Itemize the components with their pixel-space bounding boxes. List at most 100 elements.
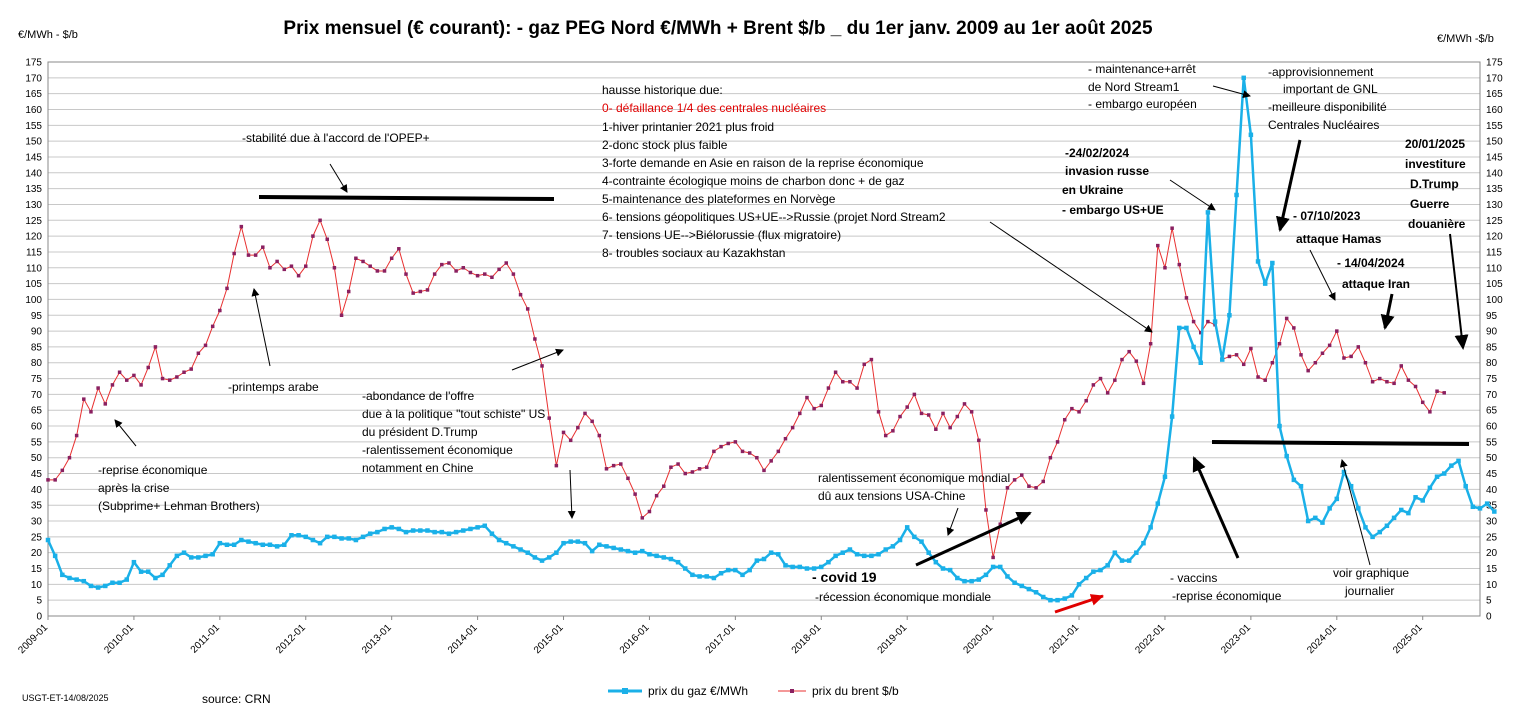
data-point xyxy=(224,542,230,548)
data-point xyxy=(1263,378,1267,382)
legend-item-brent: prix du brent $/b xyxy=(778,684,899,698)
data-point xyxy=(346,289,351,294)
data-point xyxy=(1299,353,1303,357)
y-tick-label-left: 165 xyxy=(25,89,42,100)
data-point xyxy=(1034,486,1038,490)
ann-trump-2: investiture xyxy=(1405,157,1466,171)
data-point xyxy=(1391,515,1397,521)
data-point xyxy=(754,558,760,563)
data-point xyxy=(468,270,473,275)
y-tick-label-left: 115 xyxy=(26,247,42,258)
x-tick-label: 2023-01 xyxy=(1219,622,1253,656)
data-point xyxy=(554,550,559,555)
y-tick-label-right: 50 xyxy=(1486,453,1498,464)
y-tick-label-right: 120 xyxy=(1486,232,1503,243)
data-point xyxy=(1177,325,1182,331)
y-tick-label-right: 5 xyxy=(1486,596,1492,607)
data-point xyxy=(1270,360,1275,365)
data-point xyxy=(819,564,824,570)
data-point xyxy=(1076,582,1082,587)
data-point xyxy=(160,376,165,381)
data-point xyxy=(1392,381,1396,386)
arrow-hausse xyxy=(989,221,1153,333)
arrow-hamas xyxy=(1309,249,1336,301)
data-point xyxy=(841,379,845,384)
data-point xyxy=(1212,319,1218,324)
data-point xyxy=(175,375,179,379)
data-point xyxy=(590,419,594,424)
data-point xyxy=(145,569,151,574)
data-point xyxy=(1105,391,1110,395)
data-point xyxy=(203,553,208,559)
data-point xyxy=(82,397,86,401)
data-point xyxy=(282,542,287,548)
arrow-invasion xyxy=(1169,179,1216,211)
data-point xyxy=(1191,344,1196,350)
y-tick-label-left: 40 xyxy=(31,485,43,496)
data-point xyxy=(239,537,244,543)
data-point xyxy=(1356,506,1361,511)
legend-brent-marker xyxy=(790,689,794,693)
y-tick-label-right: 85 xyxy=(1486,342,1498,353)
y-tick-label-right: 70 xyxy=(1486,390,1498,401)
legend-brent-label: prix du brent $/b xyxy=(812,684,899,698)
data-point xyxy=(675,559,681,565)
data-point xyxy=(446,531,452,536)
data-point xyxy=(1091,569,1096,574)
y-tick-label-left: 150 xyxy=(25,137,42,148)
data-point xyxy=(361,259,365,264)
data-point xyxy=(546,555,552,560)
data-point xyxy=(1406,378,1411,382)
data-point xyxy=(761,556,767,562)
y-tick-label-right: 10 xyxy=(1486,580,1498,591)
data-point xyxy=(110,383,115,387)
data-point xyxy=(604,467,609,471)
data-point xyxy=(811,566,817,571)
data-point xyxy=(854,552,860,557)
arrow-nordstream xyxy=(1212,85,1251,99)
data-point xyxy=(246,539,251,544)
data-point xyxy=(103,583,108,589)
data-point xyxy=(855,386,859,390)
y-tick-label-left: 75 xyxy=(31,374,43,385)
data-point xyxy=(619,462,623,466)
ann-printemps: -printemps arabe xyxy=(228,380,319,394)
data-point xyxy=(339,313,344,318)
data-point xyxy=(231,542,237,548)
data-point xyxy=(940,566,946,571)
data-point xyxy=(289,264,294,268)
ann-hausse-title: hausse historique due: xyxy=(602,83,723,97)
ann-hausse-1: 1-hiver printanier 2021 plus froid xyxy=(602,120,774,134)
gas-plateau-bar xyxy=(1211,440,1470,446)
data-point xyxy=(167,563,172,568)
y-tick-label-left: 100 xyxy=(25,295,42,306)
data-point xyxy=(632,550,638,555)
ann-schiste-4: -ralentissement économique xyxy=(362,443,513,457)
data-point xyxy=(482,523,488,529)
data-point xyxy=(468,526,473,532)
data-point xyxy=(525,307,530,311)
y-tick-label-left: 50 xyxy=(31,453,43,464)
y-tick-label-right: 40 xyxy=(1486,485,1498,496)
data-point xyxy=(747,451,752,455)
data-point xyxy=(568,438,573,443)
y-tick-label-right: 135 xyxy=(1486,184,1503,195)
data-point xyxy=(539,558,545,563)
data-point xyxy=(955,575,960,581)
data-point xyxy=(883,547,888,552)
data-point xyxy=(432,272,437,276)
data-point xyxy=(1169,414,1175,419)
data-point xyxy=(410,528,416,533)
data-point xyxy=(1363,525,1368,530)
ann-hamas-2: attaque Hamas xyxy=(1296,232,1382,246)
opep-stability-bar xyxy=(258,195,555,201)
data-point xyxy=(174,553,180,559)
y-tick-label-left: 145 xyxy=(25,152,42,163)
data-point xyxy=(798,411,802,416)
data-point xyxy=(532,555,538,560)
ann-trump-1: 20/01/2025 xyxy=(1405,137,1465,151)
data-point xyxy=(1463,483,1468,489)
data-point xyxy=(547,416,551,420)
data-point xyxy=(819,403,824,408)
ann-hausse-7: 7- tensions UE-->Biélorussie (flux migra… xyxy=(602,228,841,242)
